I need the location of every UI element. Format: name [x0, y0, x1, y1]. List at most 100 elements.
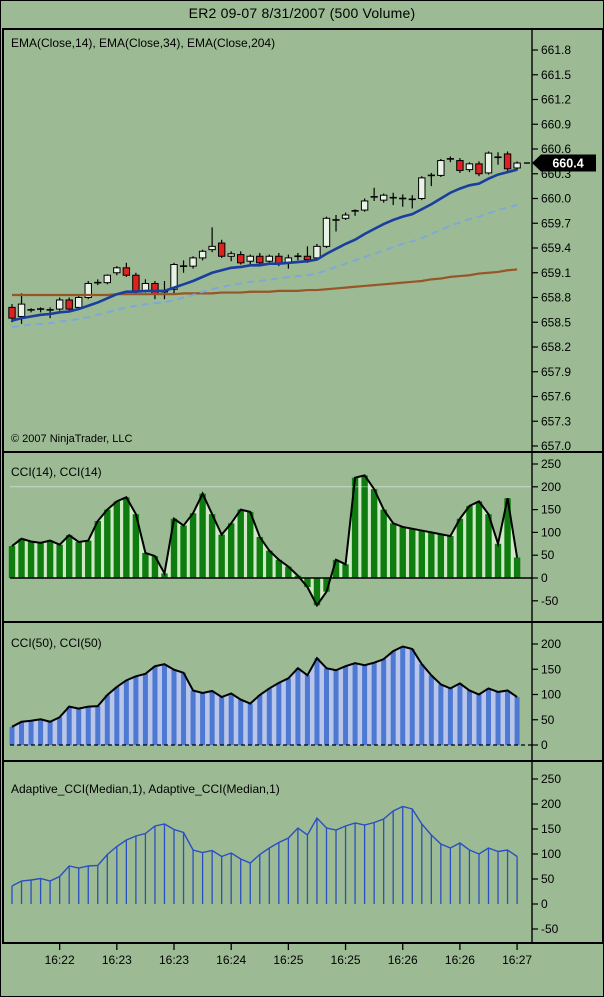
candle: [503, 153, 512, 170]
indicator-bars: [8, 475, 521, 606]
indicator-bar: [494, 543, 502, 578]
candles: [8, 151, 521, 324]
candle: [208, 245, 216, 251]
time-axis: 16:22 16:23 16:23 16:24 16:25 16:25 16:26 16:26…: [2, 944, 603, 996]
candle: [217, 242, 226, 257]
indicator-bar: [46, 540, 54, 578]
y-axis-tick-label: 660.6: [541, 142, 571, 156]
y-axis-tick-label: 659.1: [541, 266, 571, 280]
candle: [84, 282, 92, 299]
y-axis-tick-label: 658.5: [541, 315, 571, 329]
indicator-bar: [209, 690, 215, 745]
indicator-bar: [142, 673, 148, 745]
ema204-line: [12, 268, 518, 297]
y-axis-tick-label: 659.4: [541, 241, 571, 255]
indicator-bar: [371, 662, 377, 745]
chart-title: ER2 09-07 8/31/2007 (500 Volume): [188, 5, 416, 21]
indicator-line: [11, 645, 518, 728]
adaptive-panel-label: Adaptive_CCI(Median,1), Adaptive_CCI(Med…: [11, 782, 280, 796]
y-axis-tick-label: 50: [541, 713, 555, 727]
y-axis-tick-label: 657.9: [541, 365, 571, 379]
candle: [418, 177, 426, 199]
indicator-bar: [65, 535, 73, 578]
indicator-bar: [47, 721, 53, 745]
indicator-bar: [37, 542, 44, 578]
indicator-bar: [513, 557, 521, 578]
indicator-bar: [400, 646, 406, 745]
candle: [227, 253, 235, 257]
cci14-chart-canvas[interactable]: 250 200 150 100 50 0 -50: [4, 453, 602, 621]
indicator-bar: [438, 684, 444, 745]
indicator-bar: [76, 708, 82, 745]
y-axis-tick-label: 661.5: [541, 68, 571, 82]
y-axis-tick-label: -50: [541, 594, 559, 608]
indicator-bar: [304, 675, 310, 745]
indicator-bar: [247, 511, 254, 578]
indicator-bar: [95, 706, 101, 745]
y-axis-tick-label: 100: [541, 525, 561, 539]
indicator-bar: [19, 721, 25, 745]
y-axis-tick-label: 661.8: [541, 43, 571, 57]
y-axis-tick-label: 0: [541, 738, 548, 752]
x-axis-label: 16:23: [159, 953, 189, 967]
indicator-bar: [362, 665, 368, 745]
indicator-bar: [266, 688, 272, 745]
indicator-bar: [276, 682, 282, 745]
indicator-bar: [237, 509, 244, 578]
indicator-bar: [133, 676, 139, 745]
indicator-bar: [342, 564, 349, 578]
indicator-bar: [151, 556, 159, 578]
indicator-bar: [466, 690, 472, 745]
candle: [65, 299, 73, 310]
candle: [341, 214, 350, 219]
candle: [513, 162, 521, 169]
price-chart-canvas[interactable]: 661.8661.5661.2660.9660.6660.3660.0659.7…: [4, 30, 602, 451]
time-axis-canvas: 16:22 16:23 16:23 16:24 16:25 16:25 16:26 16:26…: [45, 944, 532, 967]
x-axis-label: 16:25: [273, 953, 303, 967]
y-axis-tick-label: 200: [541, 637, 561, 651]
cci50-panel-label: CCI(50), CCI(50): [11, 636, 102, 650]
candle: [256, 255, 264, 264]
indicator-bar: [486, 688, 491, 745]
indicator-bar: [456, 518, 464, 578]
indicator-bar: [181, 672, 187, 745]
x-axis-label: 16:26: [445, 953, 475, 967]
indicator-bar: [409, 649, 415, 745]
indicator-bar: [123, 497, 130, 578]
indicator-bar: [190, 690, 196, 745]
candle: [475, 163, 483, 175]
cci14-panel: CCI(14), CCI(14) 250 200 150 100 50 0 -50: [2, 451, 603, 623]
indicator-bar: [352, 663, 358, 745]
indicator-bar: [333, 670, 339, 745]
cci50-chart-canvas[interactable]: 200 150 100 50 0: [4, 623, 602, 760]
indicator-bar: [466, 505, 473, 578]
y-axis-tick-label: 660.9: [541, 117, 571, 131]
indicator-bar: [57, 717, 63, 745]
indicator-bar: [419, 664, 425, 745]
indicator-bar: [409, 528, 416, 578]
indicator-bar: [418, 530, 425, 578]
indicator-bar: [247, 703, 253, 745]
indicator-bar: [390, 651, 396, 745]
indicator-line: [11, 805, 518, 887]
y-axis-tick-label: 658.8: [541, 291, 571, 305]
indicator-bar: [132, 514, 140, 578]
last-price-text: 660.4: [552, 157, 583, 171]
indicator-bar: [170, 518, 178, 578]
candle: [322, 217, 331, 247]
adaptive-chart-canvas[interactable]: 250 200 150 100 50 0 -50: [4, 762, 602, 942]
candle: [456, 160, 464, 171]
indicator-bar: [66, 706, 72, 745]
indicator-bar: [200, 692, 206, 745]
y-axis-tick-label: 657.0: [541, 439, 571, 451]
price-panel-label: EMA(Close,14), EMA(Close,34), EMA(Close,…: [11, 36, 276, 50]
indicator-bar: [399, 526, 406, 578]
y-axis-tick-label: 200: [541, 797, 561, 811]
indicator-bar: [114, 686, 120, 745]
indicator-bar: [332, 559, 340, 578]
y-axis-tick-label: 50: [541, 872, 555, 886]
indicator-bar: [238, 699, 244, 745]
indicator-bar: [380, 509, 387, 578]
candle: [303, 255, 312, 261]
